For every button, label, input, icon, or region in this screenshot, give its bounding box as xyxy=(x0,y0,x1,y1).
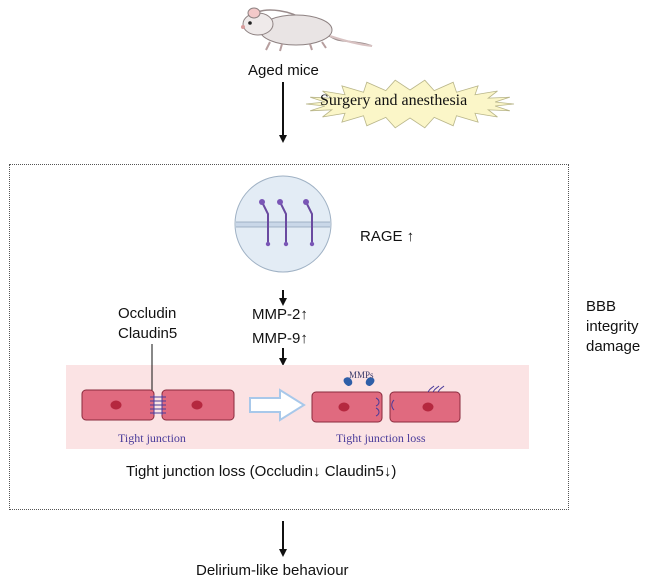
bbb-label-line3: damage xyxy=(586,338,641,355)
bbb-label-line2: integrity xyxy=(586,318,639,335)
tj-loss-summary: Tight junction loss (Occludin↓ Claudin5↓… xyxy=(126,463,397,480)
mmp9-label: MMP-9↑ xyxy=(252,330,308,347)
rage-label: RAGE ↑ xyxy=(360,228,415,245)
tight-junction-strands xyxy=(150,395,166,415)
aged-mice-label: Aged mice xyxy=(248,62,319,79)
hollow-arrow xyxy=(249,388,306,422)
mmp2-label: MMP-2↑ xyxy=(252,306,308,323)
bbb-label-line1: BBB xyxy=(586,298,617,315)
surgery-label: Surgery and anesthesia xyxy=(320,92,468,109)
occludin-label: Occludin xyxy=(118,305,177,322)
tight-junction-loss-label: Tight junction loss xyxy=(336,431,426,445)
mmp-enzyme-icon xyxy=(343,377,375,386)
tight-junction-label: Tight junction xyxy=(118,431,186,445)
claudin-label: Claudin5 xyxy=(118,325,178,342)
bbb-damage-box xyxy=(9,164,569,510)
delirium-label: Delirium-like behaviour xyxy=(196,562,349,579)
mmps-label: MMPs xyxy=(349,370,374,380)
